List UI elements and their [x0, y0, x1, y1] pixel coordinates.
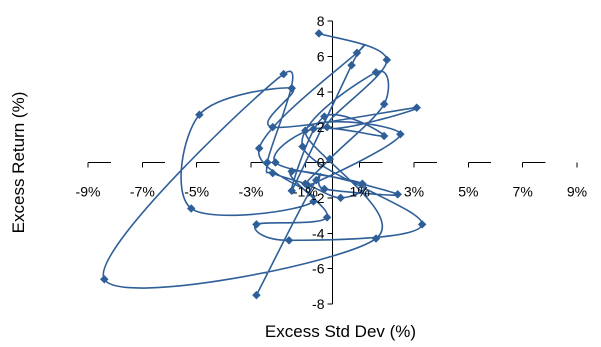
x-axis-title: Excess Std Dev (%)	[265, 322, 416, 341]
y-tick-label: 6	[317, 48, 325, 64]
data-point-marker	[268, 122, 278, 132]
x-tick-label: -1%	[293, 184, 318, 200]
y-axis-title: Excess Return (%)	[9, 92, 28, 234]
x-tick-label: 5%	[458, 184, 478, 200]
data-point-marker	[99, 274, 109, 284]
axes	[87, 20, 578, 305]
data-point-marker	[279, 69, 288, 79]
data-point-marker	[322, 122, 332, 132]
x-tick-label: 7%	[513, 184, 533, 200]
data-point-marker	[371, 234, 381, 243]
data-point-marker	[322, 212, 332, 222]
y-tick-label: -4	[312, 225, 325, 241]
data-point-marker	[319, 112, 329, 121]
x-tick-label: -3%	[239, 184, 264, 200]
data-point-marker	[284, 235, 294, 245]
x-tick-label: 1%	[350, 184, 370, 200]
data-point-marker	[254, 143, 264, 153]
data-point-marker	[287, 166, 297, 176]
data-point-marker	[417, 220, 427, 229]
data-point-marker	[314, 29, 324, 38]
x-tick-label: -5%	[184, 184, 209, 200]
data-point-marker	[309, 197, 318, 206]
series	[99, 29, 427, 300]
y-tick-label: 0	[317, 155, 325, 171]
data-point-marker	[262, 158, 272, 167]
data-point-marker	[271, 158, 280, 167]
data-point-marker	[186, 204, 196, 213]
x-tick-label: 9%	[567, 184, 587, 200]
data-point-marker	[379, 99, 389, 109]
data-point-marker	[300, 126, 310, 136]
data-point-marker	[379, 131, 389, 141]
data-point-marker	[252, 290, 261, 300]
data-point-marker	[393, 189, 403, 199]
data-point-marker	[309, 124, 318, 134]
data-point-marker	[319, 184, 329, 194]
x-tick-label: -9%	[76, 184, 101, 200]
data-point-marker	[382, 55, 392, 65]
x-tick-label: 3%	[404, 184, 424, 200]
data-point-marker	[352, 48, 362, 58]
data-point-marker	[347, 60, 356, 70]
tick-labels: -9% -7% -5% -3% -1% 1% 3% 5% 7% 9% -8 -6 -4 -2 0 2 4 6 8	[76, 13, 588, 312]
data-point-marker	[287, 83, 297, 93]
data-point-marker	[311, 175, 321, 185]
data-point-marker	[336, 193, 346, 203]
y-tick-label: 8	[317, 13, 325, 29]
data-point-marker	[396, 129, 405, 139]
data-point-marker	[325, 154, 335, 164]
data-point-marker	[303, 181, 313, 190]
data-point-marker	[287, 186, 297, 196]
data-point-marker	[268, 168, 278, 178]
y-tick-label: -2	[312, 190, 325, 206]
y-tick-label: -6	[312, 261, 325, 277]
data-point-marker	[298, 142, 307, 151]
x-tick-label: -7%	[130, 184, 155, 200]
y-tick-label: 2	[317, 119, 325, 135]
y-tick-label: 4	[317, 84, 325, 100]
data-point-marker	[195, 110, 204, 120]
data-point-marker	[371, 67, 381, 77]
y-tick-label: -8	[312, 296, 325, 312]
data-point-marker	[358, 179, 367, 189]
data-point-marker	[252, 220, 261, 229]
data-point-marker	[412, 103, 422, 113]
